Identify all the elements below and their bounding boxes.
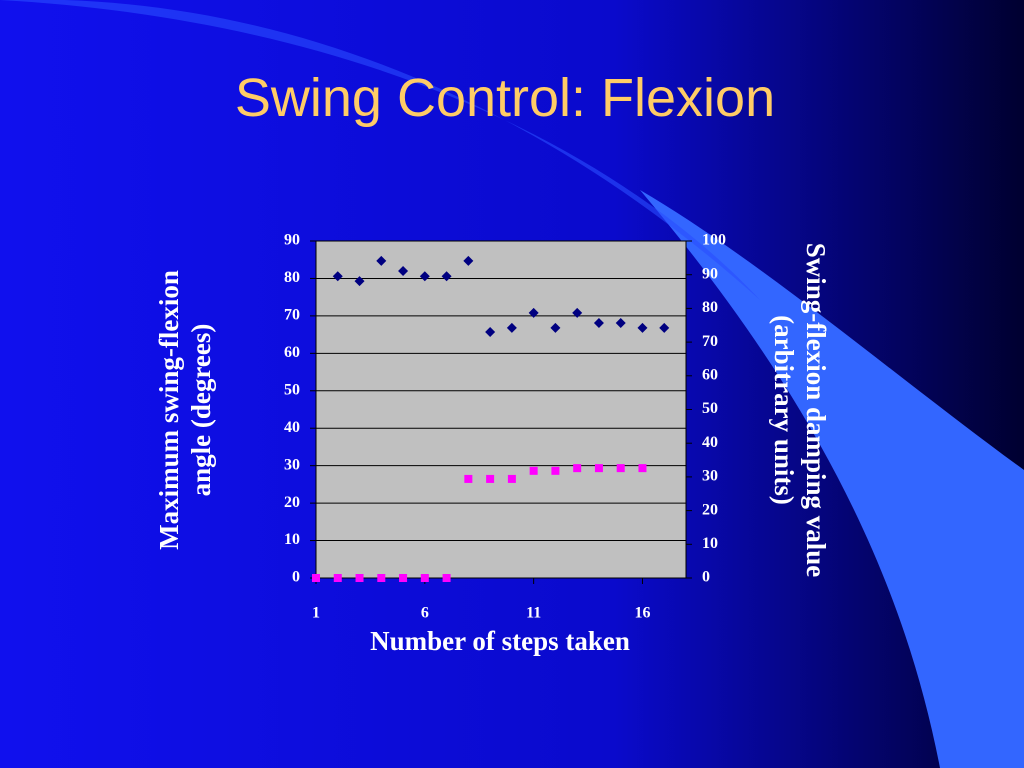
y-axis-label-box: Maximum swing-flexion angle (degrees) [154,270,216,550]
point [463,255,474,266]
point [485,326,496,337]
point [638,464,647,473]
point [637,322,648,333]
point [442,574,451,582]
point [398,265,409,276]
y-tick-label: 70 [284,307,300,324]
x-axis-label: Number of steps taken [370,626,630,656]
point [441,271,452,282]
y-axis-label: Maximum swing-flexion angle (degrees) [154,270,216,550]
point [616,464,625,473]
point [312,574,320,582]
y2-axis-label-box: Swing-flexion damping value (arbitrary u… [769,242,831,578]
point [333,574,342,582]
point [420,574,429,582]
swoosh [640,190,1024,768]
point [593,318,604,329]
point [572,307,583,318]
y2-tick-label: 60 [702,366,718,383]
y2-tick-label: 0 [702,569,710,586]
point [615,318,626,329]
y2-tick-label: 100 [702,232,726,249]
y2-tick-label: 70 [702,333,718,350]
point [377,574,386,582]
y-tick-label: 80 [284,269,300,286]
y-tick-label: 40 [284,419,300,436]
y2-tick-label: 50 [702,400,718,417]
point [332,271,343,282]
point [464,474,473,483]
y2-axis-label: Swing-flexion damping value (arbitrary u… [769,242,831,578]
point [551,466,560,475]
y2-tick-label: 80 [702,299,718,316]
y-tick-label: 90 [284,232,300,249]
point [594,464,603,473]
plot-area [315,240,687,579]
y2-tick-label: 20 [702,501,718,518]
point [506,322,517,333]
point [486,474,495,483]
y2-tick-label: 10 [702,535,718,552]
point [528,307,539,318]
y-tick-label: 10 [284,531,300,548]
point [354,276,365,287]
point [573,464,582,473]
point [399,574,408,582]
x-tick-label: 16 [634,605,650,622]
y-tick-label: 0 [292,569,300,586]
y2-tick-label: 30 [702,468,718,485]
chart-title: Swing Control: Flexion [235,68,775,128]
x-tick-label: 11 [526,605,541,622]
y2-tick-label: 90 [702,265,718,282]
point [507,474,516,483]
point [376,255,387,266]
y-tick-label: 30 [284,456,300,473]
point [419,271,430,282]
point [529,466,538,475]
point [550,322,561,333]
y-tick-label: 20 [284,494,300,511]
y-tick-label: 60 [284,344,300,361]
y2-tick-label: 40 [702,434,718,451]
y-tick-label: 50 [284,381,300,398]
plot: 0 10 20 30 40 50 60 70 80 90 0 10 20 30 40 50 60 70 80 90 10… [284,232,726,622]
x-tick-label: 1 [312,605,320,622]
point [659,322,670,333]
point [355,574,364,582]
x-tick-label: 6 [421,605,429,622]
